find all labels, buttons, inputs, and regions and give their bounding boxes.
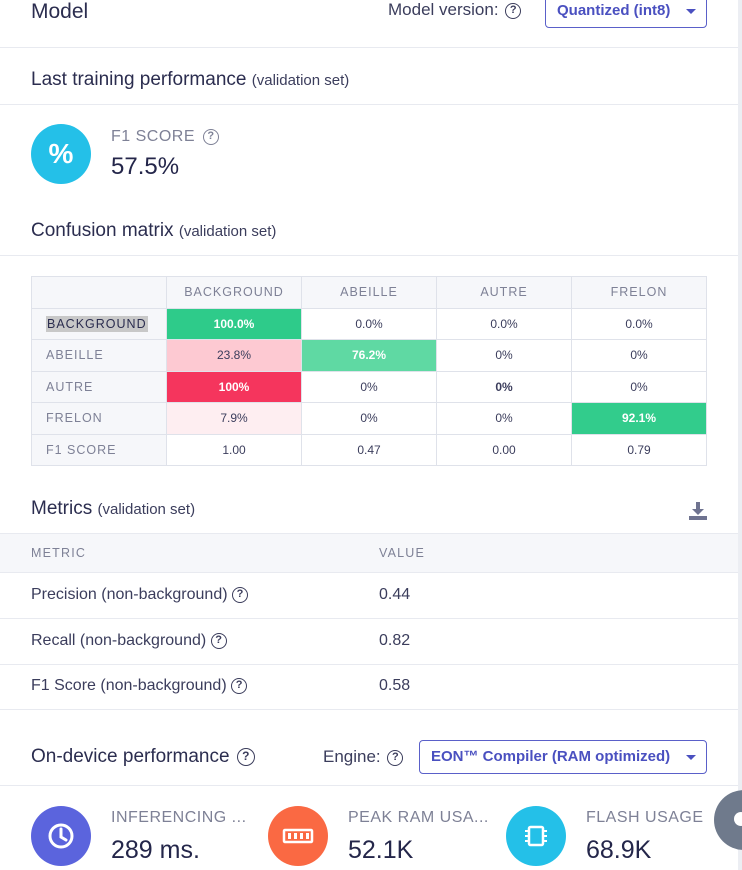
metric-name: Recall (non-background) ? [31,632,227,650]
metrics-table-header: METRIC VALUE [0,533,738,573]
percent-icon: % [31,124,91,184]
matrix-cell: 0.47 [301,433,437,466]
help-icon[interactable]: ? [231,677,248,694]
matrix-cell: 0% [436,339,572,372]
confusion-title: Confusion matrix [31,220,174,241]
model-version-label: Model version: ? [388,0,522,20]
matrix-cell: 0.0% [571,307,707,340]
svg-text:%: % [49,138,74,169]
chevron-down-icon [686,755,696,760]
row-header-text: BACKGROUND [46,315,148,332]
column-header: BACKGROUND [166,276,302,309]
ondevice-title: On-device performance [31,746,230,767]
chat-launcher[interactable] [714,790,742,850]
ondevice-header: On-device performance ? [31,746,255,768]
model-version-value: Quantized (int8) [557,2,671,19]
matrix-cell: 1.00 [166,433,302,466]
ram-icon [268,806,328,866]
row-header: F1 SCORE [31,433,167,466]
table-row: F1 Score (non-background) ? 0.58 [0,664,738,710]
help-icon[interactable]: ? [505,2,522,19]
help-icon[interactable]: ? [202,128,219,145]
engine-label-text: Engine: [323,747,381,766]
f1-score-value: 57.5% [111,153,180,180]
model-version-text: Model version: [388,0,499,19]
engine-label: Engine: ? [323,747,404,767]
help-icon[interactable]: ? [210,632,227,649]
row-header: BACKGROUND [31,307,167,340]
chat-bubble-icon [714,790,742,850]
divider [0,47,738,48]
value-column-header: VALUE [379,546,426,560]
training-header: Last training performance (validation se… [31,69,349,91]
metrics-title: Metrics [31,498,93,519]
inferencing-label: INFERENCING ... [111,809,247,826]
column-header: ABEILLE [301,276,437,309]
matrix-cell: 100% [166,370,302,403]
flash-usage-value: 68.9K [586,836,652,864]
help-icon[interactable]: ? [232,586,248,603]
chevron-down-icon [686,9,696,14]
matrix-cell: 0% [436,370,572,403]
row-header: AUTRE [31,370,167,403]
scroll-gutter [738,0,742,870]
chip-icon [506,806,566,866]
table-row: Recall (non-background) ? 0.82 [0,619,738,665]
inferencing-value: 289 ms. [111,836,200,864]
training-subtitle: (validation set) [251,72,350,89]
table-row: Precision (non-background) ? 0.44 [0,573,738,619]
column-header: AUTRE [436,276,572,309]
matrix-cell: 76.2% [301,339,437,372]
column-header: FRELON [571,276,707,309]
download-icon[interactable] [688,501,708,521]
metrics-subtitle: (validation set) [97,501,196,518]
divider [0,104,738,105]
matrix-cell: 0% [571,339,707,372]
model-title: Model [31,0,89,23]
matrix-cell: 0% [571,370,707,403]
metrics-header: Metrics (validation set) [31,498,195,520]
engine-select[interactable]: EON™ Compiler (RAM optimized) [419,740,707,774]
flash-usage-label: FLASH USAGE [586,809,704,826]
matrix-cell: 0.79 [571,433,707,466]
row-header: ABEILLE [31,339,167,372]
metric-name-text: Precision (non-background) [31,586,228,603]
clock-icon [31,806,91,866]
metric-name: Precision (non-background) ? [31,586,248,604]
training-title: Last training performance [31,69,247,90]
matrix-cell: 92.1% [571,402,707,435]
matrix-cell: 0.0% [436,307,572,340]
divider [0,785,738,786]
matrix-cell: 0% [301,402,437,435]
row-header: FRELON [31,402,167,435]
peak-ram-value: 52.1K [348,836,414,864]
matrix-corner [31,276,167,309]
metric-name: F1 Score (non-background) ? [31,677,248,695]
metric-value: 0.58 [379,677,411,694]
metric-name-text: Recall (non-background) [31,632,207,649]
metric-value: 0.82 [379,632,411,649]
f1-score-label: F1 SCORE ? [111,128,219,146]
f1-label-text: F1 SCORE [111,128,196,145]
matrix-cell: 0% [436,402,572,435]
model-version-select[interactable]: Quantized (int8) [545,0,707,28]
confusion-subtitle: (validation set) [178,223,277,240]
help-icon[interactable]: ? [236,747,255,766]
peak-ram-label: PEAK RAM USA... [348,809,489,826]
matrix-cell: 0.0% [301,307,437,340]
metric-value: 0.44 [379,586,411,603]
metric-name-text: F1 Score (non-background) [31,677,227,694]
engine-value: EON™ Compiler (RAM optimized) [431,748,671,765]
matrix-cell: 7.9% [166,402,302,435]
confusion-header: Confusion matrix (validation set) [31,220,276,242]
matrix-cell: 0.00 [436,433,572,466]
divider [0,255,738,256]
matrix-cell: 23.8% [166,339,302,372]
metric-column-header: METRIC [31,546,87,560]
matrix-cell: 100.0% [166,307,302,340]
matrix-cell: 0% [301,370,437,403]
help-icon[interactable]: ? [387,749,404,766]
confusion-matrix: BACKGROUND ABEILLE AUTRE FRELON BACKGROU… [31,276,707,466]
